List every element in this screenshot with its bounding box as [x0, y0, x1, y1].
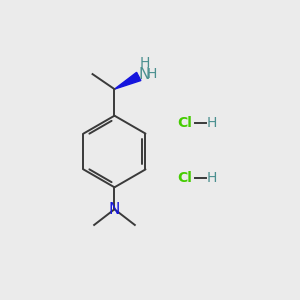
Text: H: H [139, 56, 150, 70]
Text: N: N [109, 202, 120, 217]
Text: Cl: Cl [178, 171, 192, 185]
Text: Cl: Cl [178, 116, 192, 130]
Text: H: H [206, 116, 217, 130]
Text: H: H [147, 67, 157, 81]
Polygon shape [115, 72, 141, 89]
Text: H: H [206, 171, 217, 185]
Text: N: N [139, 67, 150, 82]
